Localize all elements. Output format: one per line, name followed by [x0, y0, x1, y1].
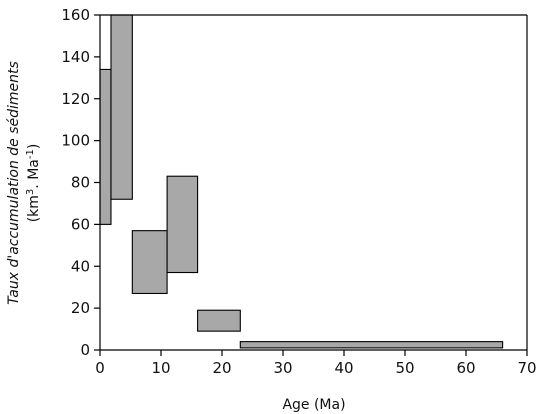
range-box-3	[131, 230, 168, 295]
x-tick-label-40: 40	[334, 359, 353, 377]
range-box-6	[239, 341, 504, 349]
range-box-2	[110, 14, 133, 200]
y-axis-title-line-1: Taux d'accumulation de sédiments	[6, 61, 22, 305]
y-axis-title-unit-prefix: (km	[26, 195, 42, 222]
x-tick-label-10: 10	[151, 359, 170, 377]
y-tick-label-140: 140	[61, 48, 90, 66]
y-tick-label-20: 20	[71, 299, 90, 317]
y-axis-title-unit-sup-2: -1	[25, 149, 36, 159]
y-tick-label-40: 40	[71, 257, 90, 275]
x-tick-label-50: 50	[395, 359, 414, 377]
x-tick-label-60: 60	[456, 359, 475, 377]
y-axis-title-unit-sup-1: 3	[25, 189, 36, 195]
y-tick-label-160: 160	[61, 6, 90, 24]
range-box-5	[197, 309, 241, 332]
y-tick-label-0: 0	[80, 341, 90, 359]
y-tick-label-80: 80	[71, 174, 90, 192]
y-axis-title: Taux d'accumulation de sédiments (km3. M…	[6, 61, 42, 305]
range-box-1	[99, 68, 112, 225]
y-axis-title-unit-suffix: )	[26, 144, 42, 149]
boxes-layer	[99, 14, 504, 349]
range-box-4	[166, 175, 199, 274]
x-tick-label-0: 0	[95, 359, 105, 377]
y-axis-title-line-2: (km3. Ma-1)	[25, 144, 43, 223]
y-tick-label-60: 60	[71, 215, 90, 233]
y-tick-label-100: 100	[61, 132, 90, 150]
y-tick-label-120: 120	[61, 90, 90, 108]
plot-area: 0 10 20 30 40 50 60 70 0 20 40 60 80 100 120 140 160	[61, 6, 536, 377]
x-axis-title: Age (Ma)	[282, 397, 345, 413]
x-tick-label-30: 30	[273, 359, 292, 377]
x-tick-label-70: 70	[517, 359, 536, 377]
y-axis-title-unit-mid: . Ma	[26, 159, 42, 189]
x-tick-label-20: 20	[212, 359, 231, 377]
y-ticks: 0 20 40 60 80 100 120 140 160	[61, 6, 100, 359]
x-ticks: 0 10 20 30 40 50 60 70	[95, 350, 537, 377]
